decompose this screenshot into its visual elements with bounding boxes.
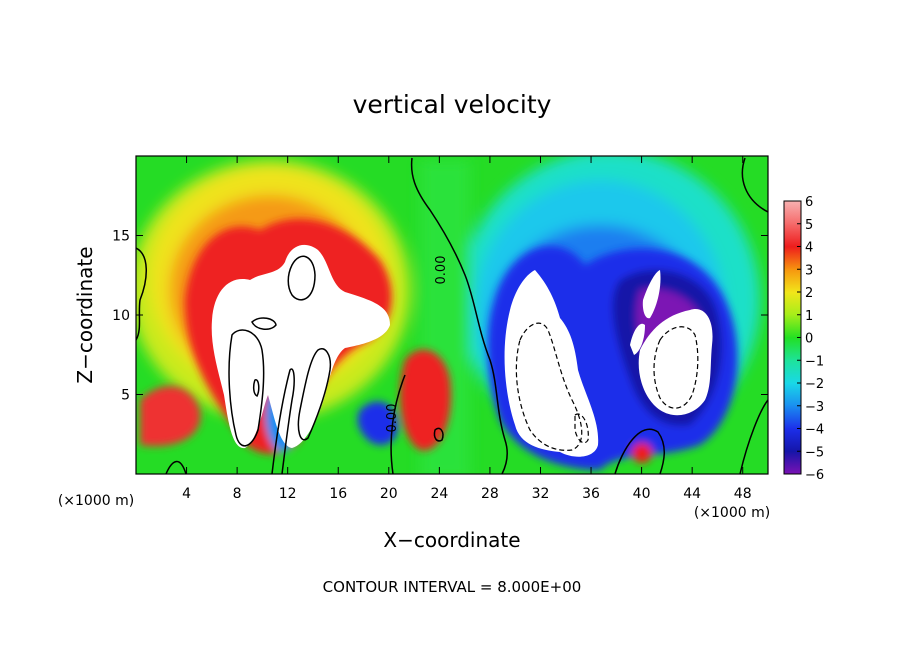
colorbar-segment xyxy=(784,201,801,225)
colorbar-segment xyxy=(784,292,801,316)
zero-contour-lowleft xyxy=(165,460,187,474)
x-tick-label: 20 xyxy=(380,486,398,502)
velocity-field: 0.00 0.00 xyxy=(136,156,768,474)
pos-contour-small xyxy=(251,317,277,330)
pos-contour-mid xyxy=(297,348,332,441)
colorbar: 6 5 4 3 2 1 0 −1 −2 −3 −4 −5 −6 xyxy=(783,195,824,483)
zero-contour-left xyxy=(136,247,147,341)
x-tick-label: 4 xyxy=(182,486,191,502)
colorbar-segment xyxy=(784,405,801,429)
colorbar-segment xyxy=(784,314,801,338)
saturated-regions xyxy=(211,244,713,457)
colorbar-label: 3 xyxy=(805,263,813,278)
pos-contour-edge xyxy=(271,368,295,474)
x-tick-label: 36 xyxy=(582,486,600,502)
colorbar-segment xyxy=(784,269,801,293)
neg-contour-a xyxy=(515,322,583,451)
white-right-a xyxy=(504,270,599,457)
x-unit-right: (×1000 m) xyxy=(694,505,770,521)
colorbar-label: −4 xyxy=(805,423,824,438)
zero-contour-mid xyxy=(390,374,406,474)
zero-contour-bottom2 xyxy=(739,399,768,474)
zero-contour-bottom xyxy=(614,428,665,474)
pos-contour-tiny xyxy=(252,379,260,398)
x-tick-label: 40 xyxy=(633,486,651,502)
contour-label-upper: 0.00 xyxy=(434,256,449,285)
colorbar-segment xyxy=(784,428,801,452)
contour-lines xyxy=(136,157,768,474)
colorbar-label: 0 xyxy=(805,332,813,347)
colorbar-segment xyxy=(784,223,801,247)
blue-pocket-mid xyxy=(357,401,398,445)
pos-contour-upper xyxy=(287,255,316,301)
colorbar-label: −5 xyxy=(805,445,824,460)
x-axis-label: X−coordinate xyxy=(383,528,520,552)
pos-contour-right xyxy=(433,427,444,442)
colorbar-label: −2 xyxy=(805,377,824,392)
neg-contour-c xyxy=(574,413,589,444)
contour-interval-note: CONTOUR INTERVAL = 8.000E+00 xyxy=(323,578,582,596)
colorbar-label: −1 xyxy=(805,354,824,369)
red-core-mid xyxy=(400,349,451,451)
y-tick-label: 5 xyxy=(121,388,130,404)
colorbar-segment xyxy=(784,360,801,384)
neg-contour-b xyxy=(653,326,699,409)
pos-contour-left xyxy=(228,329,265,447)
red-spot-bottom xyxy=(632,443,652,463)
colorbar-segment xyxy=(784,451,801,475)
colorbar-segment xyxy=(784,337,801,361)
colorbar-label: 2 xyxy=(805,286,813,301)
x-tick-label: 16 xyxy=(329,486,347,502)
colorbar-label: 5 xyxy=(805,218,813,233)
colorbar-label: −6 xyxy=(805,468,824,483)
contour-label-lower: 0.00 xyxy=(385,404,400,433)
colorbar-label: −3 xyxy=(805,400,824,415)
x-tick-label: 12 xyxy=(279,486,297,502)
zero-contour-right xyxy=(741,157,768,213)
x-tick-label: 24 xyxy=(430,486,448,502)
colorbar-label: 6 xyxy=(805,195,813,210)
y-tick-label: 15 xyxy=(112,229,130,245)
colorbar-segment xyxy=(784,383,801,407)
x-tick-label: 32 xyxy=(532,486,550,502)
x-tick-label: 8 xyxy=(233,486,242,502)
zero-contour-main xyxy=(410,157,508,474)
red-tail-left xyxy=(140,386,201,447)
white-left-main xyxy=(211,244,390,449)
y-axis-label: Z−coordinate xyxy=(73,246,97,383)
chart-title: vertical velocity xyxy=(353,90,552,119)
colorbar-label: 4 xyxy=(805,241,813,256)
x-tick-label: 48 xyxy=(734,486,752,502)
white-right-c xyxy=(642,270,661,319)
y-tick-label: 10 xyxy=(112,308,130,324)
negative-contours xyxy=(515,322,699,451)
white-right-d xyxy=(630,323,645,355)
colorbar-segment xyxy=(784,246,801,270)
x-axis: 4 8 12 16 20 24 28 32 36 40 44 48 xyxy=(182,156,752,502)
y-axis: 5 10 15 xyxy=(112,229,768,404)
x-tick-label: 44 xyxy=(683,486,701,502)
x-unit-left: (×1000 m) xyxy=(58,493,134,509)
x-tick-label: 28 xyxy=(481,486,499,502)
colorbar-label: 1 xyxy=(805,309,813,324)
